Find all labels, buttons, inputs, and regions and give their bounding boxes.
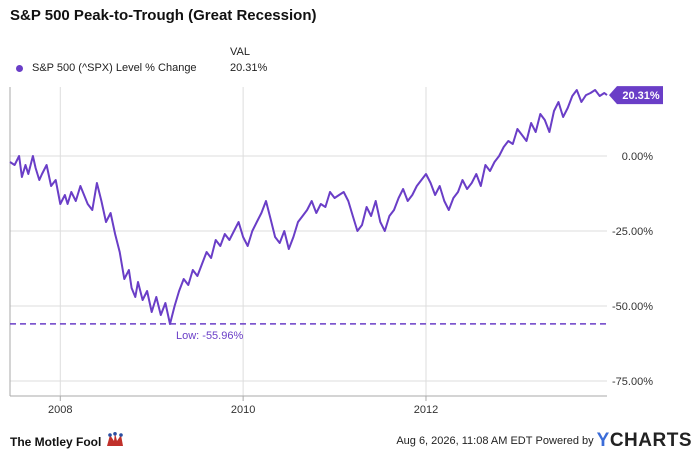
legend-item-value: 20.31% <box>230 62 268 74</box>
footer-attribution: Aug 6, 2026, 11:08 AM EDT Powered by YCH… <box>396 430 692 452</box>
x-axis-ticks: 2008 2010 2012 <box>48 404 438 416</box>
end-value-badge <box>609 86 663 105</box>
ycharts-logo-y: Y <box>596 430 610 451</box>
legend-dot-icon <box>16 64 23 72</box>
y-tick-label: -75.00% <box>612 376 653 388</box>
chart-title: S&P 500 Peak-to-Trough (Great Recession) <box>10 7 317 24</box>
axes <box>9 87 607 401</box>
powered-by-text: Powered by <box>535 435 594 447</box>
motley-fool-logo: The Motley Fool <box>10 432 125 451</box>
ycharts-logo-rest: CHARTS <box>609 430 692 451</box>
ycharts-logo: YCHARTS <box>597 430 692 452</box>
low-annotation: Low: -55.96% <box>10 323 607 342</box>
y-tick-label: -25.00% <box>612 226 653 238</box>
y-tick-label: -50.00% <box>612 301 653 313</box>
grid-lines <box>10 87 607 396</box>
legend-item-label: S&P 500 (^SPX) Level % Change <box>32 62 197 74</box>
jester-hat-icon <box>105 432 125 451</box>
series-line-spx <box>9 89 608 325</box>
y-axis-ticks: 0.00% -25.00% -50.00% -75.00% <box>612 151 653 388</box>
footer-timestamp: Aug 6, 2026, 11:08 AM EDT <box>396 435 533 447</box>
low-label: Low: -55.96% <box>176 330 243 342</box>
y-tick-label: 0.00% <box>622 151 653 163</box>
x-tick-label: 2008 <box>48 404 72 416</box>
legend-column-header: VAL <box>230 46 250 58</box>
motley-fool-brand: The Motley Fool <box>10 434 102 449</box>
legend-item: S&P 500 (^SPX) Level % Change <box>16 62 197 74</box>
series-group <box>9 89 608 325</box>
x-tick-label: 2012 <box>414 404 438 416</box>
x-tick-label: 2010 <box>231 404 255 416</box>
end-value-label: 20.31% <box>622 90 660 102</box>
end-value-annotation: 20.31% <box>609 86 663 105</box>
